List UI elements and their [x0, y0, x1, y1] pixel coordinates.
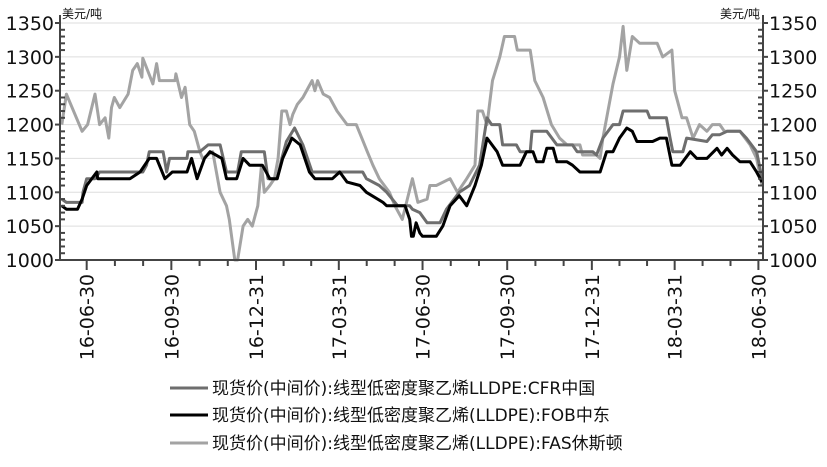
y-tick-label-right: 1350 — [769, 13, 817, 35]
y-tick-label-right: 1250 — [769, 81, 817, 103]
y-axis-unit-right: 美元/吨 — [720, 7, 760, 21]
y-tick-label-right: 1200 — [769, 115, 817, 137]
x-tick-label: 18-03-31 — [665, 274, 687, 360]
y-axis-unit-left: 美元/吨 — [62, 7, 102, 21]
x-tick-label: 16-09-30 — [161, 274, 183, 360]
y-tick-label-left: 1050 — [6, 216, 54, 238]
series-line-cfr-china — [60, 109, 764, 225]
legend-item-fas-houston: 现货价(中间价):线型低密度聚乙烯(LLDPE):FAS休斯顿 — [170, 434, 623, 454]
x-tick-label: 16-06-30 — [77, 274, 99, 360]
series-line-fas-houston — [60, 24, 764, 262]
x-tick-label: 18-06-30 — [748, 274, 770, 360]
legend-item-cfr-china: 现货价(中间价):线型低密度聚乙烯LLDPE:CFR中国 — [170, 379, 595, 399]
legend-label: 现货价(中间价):线型低密度聚乙烯(LLDPE):FOB中东 — [212, 406, 610, 426]
y-tick-label-left: 1350 — [6, 13, 54, 35]
y-tick-label-left: 1100 — [6, 182, 54, 204]
y-tick-label-left: 1250 — [6, 81, 54, 103]
legend-item-fob-middle-east: 现货价(中间价):线型低密度聚乙烯(LLDPE):FOB中东 — [170, 406, 610, 426]
y-tick-label-left: 1300 — [6, 47, 54, 69]
y-tick-label-right: 1000 — [769, 250, 817, 272]
series-lines — [60, 24, 764, 262]
x-tick-label: 17-06-30 — [413, 274, 435, 360]
y-tick-label-right: 1300 — [769, 47, 817, 69]
legend-label: 现货价(中间价):线型低密度聚乙烯(LLDPE):FAS休斯顿 — [212, 434, 623, 454]
x-tick-label: 17-09-30 — [497, 274, 519, 360]
x-tick-label: 17-03-31 — [329, 274, 351, 360]
axes: 1000 1000 1050 1050 1100 1100 1150 1150 1200 1200… — [6, 13, 818, 360]
x-tick-label: 16-12-31 — [246, 274, 268, 360]
y-tick-label-left: 1150 — [6, 148, 54, 170]
x-tick-label: 17-12-31 — [582, 274, 604, 360]
series-line-fob-middle-east — [60, 126, 764, 238]
y-tick-label-left: 1000 — [6, 250, 54, 272]
y-tick-label-left: 1200 — [6, 115, 54, 137]
legend-label: 现货价(中间价):线型低密度聚乙烯LLDPE:CFR中国 — [212, 379, 595, 399]
legend: 现货价(中间价):线型低密度聚乙烯LLDPE:CFR中国 现货价(中间价):线型… — [170, 379, 623, 454]
y-tick-label-right: 1100 — [769, 182, 817, 204]
y-tick-label-right: 1050 — [769, 216, 817, 238]
y-tick-label-right: 1150 — [769, 148, 817, 170]
